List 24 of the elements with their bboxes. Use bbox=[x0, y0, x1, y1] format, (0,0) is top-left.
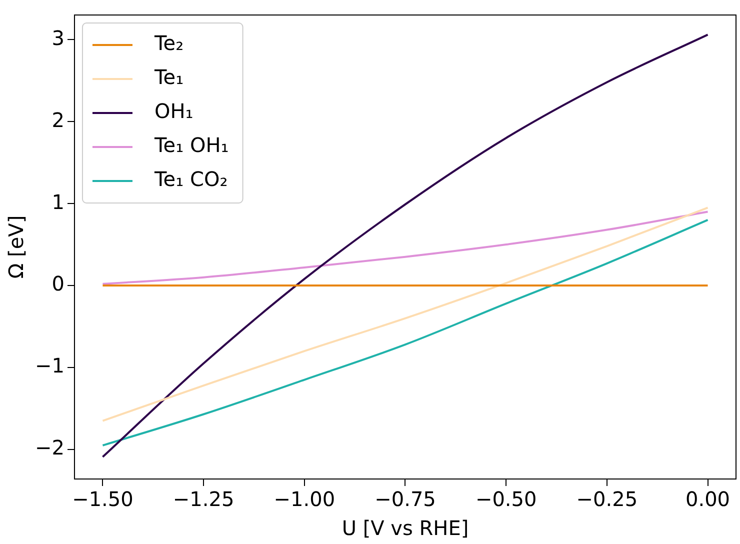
legend-label: Te₂ bbox=[153, 31, 184, 56]
x-axis-title: U [V vs RHE] bbox=[342, 516, 469, 540]
line-series bbox=[102, 206, 709, 422]
x-tick-label: 0.00 bbox=[686, 487, 730, 512]
y-tick-label: 2 bbox=[52, 108, 64, 132]
line-series bbox=[102, 34, 709, 458]
line-series bbox=[102, 210, 709, 285]
legend-label: OH₁ bbox=[154, 99, 194, 124]
x-tick-label: −0.25 bbox=[576, 487, 638, 512]
x-tick-label: −1.25 bbox=[172, 487, 234, 512]
legend-label: Te₁ CO₂ bbox=[153, 167, 228, 192]
y-tick-label: 3 bbox=[52, 26, 64, 50]
y-axis-title: Ω [eV] bbox=[4, 215, 28, 279]
x-tick-label: −0.50 bbox=[475, 487, 537, 512]
line-series bbox=[102, 218, 709, 446]
x-tick-label: −0.75 bbox=[374, 487, 436, 512]
y-tick-label: 0 bbox=[52, 272, 64, 296]
legend-label: Te₁ bbox=[153, 65, 184, 90]
legend-label: Te₁ OH₁ bbox=[153, 133, 229, 158]
y-tick-label: −1 bbox=[35, 354, 64, 378]
x-tick-label: −1.00 bbox=[274, 487, 336, 512]
y-tick-label: −2 bbox=[35, 436, 64, 460]
y-tick-label: 1 bbox=[52, 190, 64, 214]
x-tick-label: −1.50 bbox=[72, 487, 134, 512]
